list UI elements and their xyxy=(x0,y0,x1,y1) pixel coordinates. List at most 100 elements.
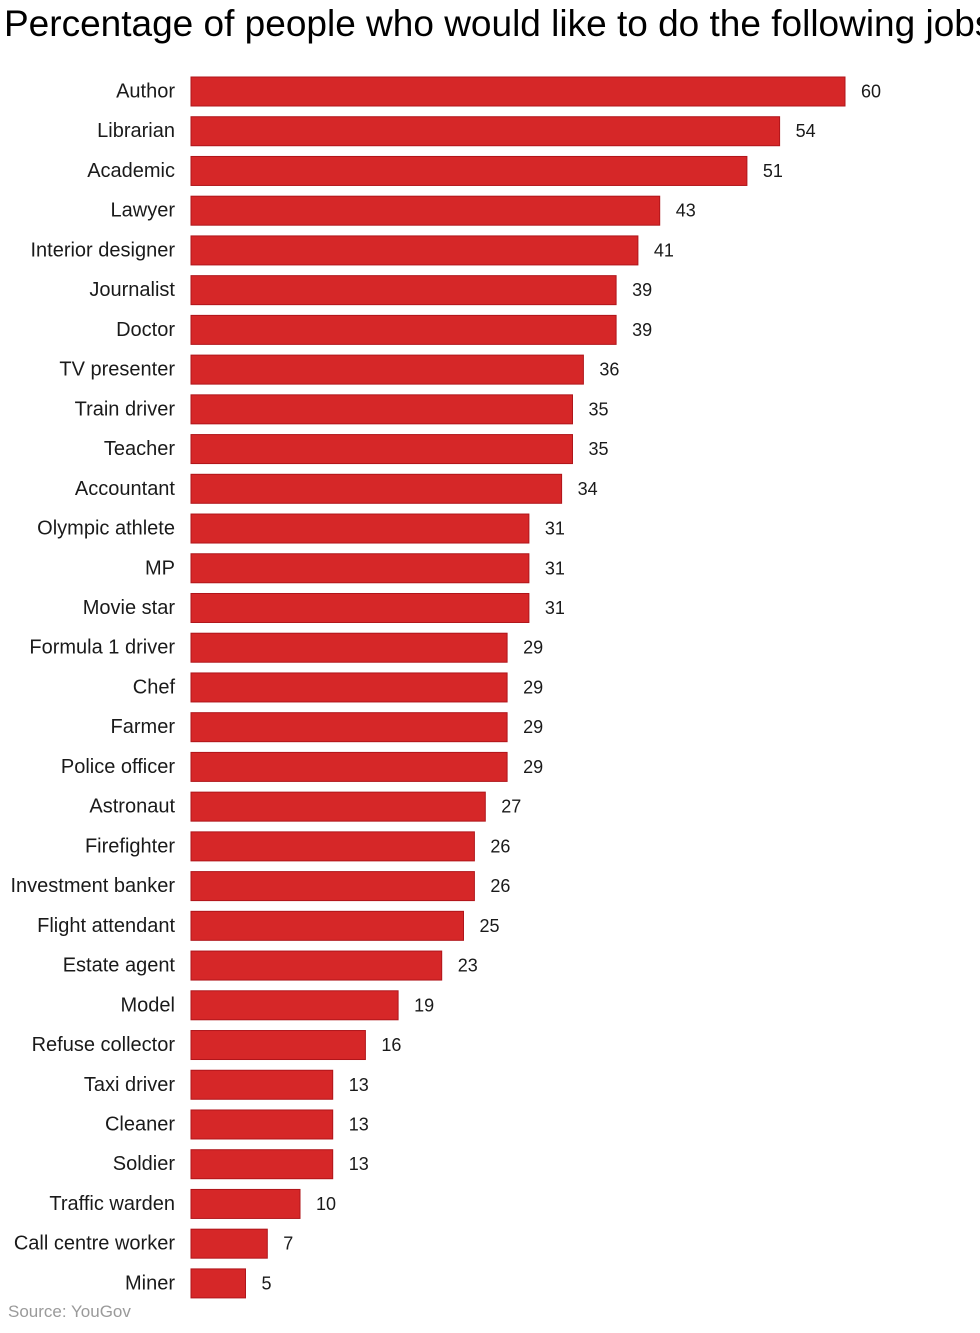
value-label: 43 xyxy=(676,201,696,221)
value-label: 27 xyxy=(501,797,521,817)
value-label: 7 xyxy=(283,1234,293,1254)
bar xyxy=(190,76,846,107)
chart-title: Percentage of people who would like to d… xyxy=(4,3,980,44)
category-label: Flight attendant xyxy=(37,915,175,937)
bar-row: TV presenter 36 xyxy=(59,354,619,385)
bar-row: Academic 51 xyxy=(87,155,783,186)
value-label: 10 xyxy=(316,1194,336,1214)
bar xyxy=(190,791,486,822)
category-label: Model xyxy=(121,994,175,1016)
value-label: 31 xyxy=(545,519,565,539)
bar-row: Flight attendant 25 xyxy=(37,910,500,941)
value-label: 34 xyxy=(578,479,598,499)
bar-row: Call centre worker 7 xyxy=(14,1228,293,1259)
bar-row: Soldier 13 xyxy=(113,1149,369,1180)
bar xyxy=(190,1268,246,1299)
bar-row: Train driver 35 xyxy=(75,394,609,425)
category-label: Teacher xyxy=(104,438,175,460)
bar-row: Olympic athlete 31 xyxy=(37,513,565,544)
value-label: 13 xyxy=(349,1154,369,1174)
bar-row: Journalist 39 xyxy=(89,275,652,306)
category-label: Academic xyxy=(87,160,175,182)
bar xyxy=(190,950,443,981)
bar-row: Accountant 34 xyxy=(75,473,598,504)
bar-row: Traffic warden 10 xyxy=(49,1188,336,1219)
value-label: 41 xyxy=(654,240,674,260)
category-label: Movie star xyxy=(83,597,176,619)
value-label: 19 xyxy=(414,995,434,1015)
value-label: 29 xyxy=(523,717,543,737)
bar-row: MP 31 xyxy=(145,553,565,584)
bar-row: Astronaut 27 xyxy=(89,791,521,822)
bar xyxy=(190,195,661,226)
category-label: Astronaut xyxy=(89,796,175,818)
value-label: 23 xyxy=(458,956,478,976)
bar xyxy=(190,831,475,862)
value-label: 16 xyxy=(381,1035,401,1055)
bar xyxy=(190,275,617,306)
bar xyxy=(190,116,781,147)
bar-row: Chef 29 xyxy=(133,672,543,703)
bar xyxy=(190,354,584,385)
bar-row: Farmer 29 xyxy=(111,712,543,743)
value-label: 13 xyxy=(349,1075,369,1095)
bar-row: Lawyer 43 xyxy=(111,195,696,226)
bar xyxy=(190,990,399,1021)
value-label: 60 xyxy=(861,82,881,102)
category-label: Firefighter xyxy=(85,835,175,857)
value-label: 25 xyxy=(480,916,500,936)
bar xyxy=(190,1228,268,1259)
category-label: Accountant xyxy=(75,478,176,500)
bar-row: Police officer 29 xyxy=(61,751,543,782)
bar xyxy=(190,712,508,743)
bar-row: Interior designer 41 xyxy=(30,235,674,266)
bar xyxy=(190,1188,301,1219)
value-label: 51 xyxy=(763,161,783,181)
value-label: 29 xyxy=(523,757,543,777)
category-label: Traffic warden xyxy=(49,1193,175,1215)
bar xyxy=(190,672,508,703)
value-label: 26 xyxy=(490,876,510,896)
bar-row: Firefighter 26 xyxy=(85,831,510,862)
category-label: Formula 1 driver xyxy=(29,637,175,659)
category-label: Chef xyxy=(133,676,176,698)
category-label: Call centre worker xyxy=(14,1233,176,1255)
bar-row: Taxi driver 13 xyxy=(84,1069,369,1100)
category-label: TV presenter xyxy=(59,359,175,381)
category-label: Police officer xyxy=(61,756,175,778)
category-label: Estate agent xyxy=(63,955,176,977)
bar-row: Movie star 31 xyxy=(83,592,565,623)
category-label: Taxi driver xyxy=(84,1074,175,1096)
category-label: Soldier xyxy=(113,1153,176,1175)
category-label: Train driver xyxy=(75,398,176,420)
value-label: 5 xyxy=(262,1273,272,1293)
bar xyxy=(190,434,573,465)
category-label: Miner xyxy=(125,1272,175,1294)
bar-row: Cleaner 13 xyxy=(105,1109,369,1140)
category-label: Lawyer xyxy=(111,200,176,222)
bar xyxy=(190,1030,366,1061)
category-label: Olympic athlete xyxy=(37,518,175,540)
bar-row: Teacher 35 xyxy=(104,434,609,465)
category-label: Interior designer xyxy=(30,239,175,261)
bar-row: Refuse collector 16 xyxy=(32,1030,401,1061)
category-label: Librarian xyxy=(97,120,175,142)
value-label: 31 xyxy=(545,558,565,578)
category-label: Cleaner xyxy=(105,1113,175,1135)
bar xyxy=(190,394,573,425)
category-label: Doctor xyxy=(116,319,175,341)
bar xyxy=(190,513,530,544)
bar-row: Formula 1 driver 29 xyxy=(29,632,543,663)
bar xyxy=(190,592,530,623)
value-label: 29 xyxy=(523,638,543,658)
value-label: 36 xyxy=(599,360,619,380)
category-label: MP xyxy=(145,557,175,579)
bar xyxy=(190,910,464,941)
value-label: 54 xyxy=(796,121,816,141)
bar xyxy=(190,871,475,902)
bar xyxy=(190,155,748,186)
category-label: Farmer xyxy=(111,716,176,738)
bar xyxy=(190,751,508,782)
bar xyxy=(190,473,563,504)
